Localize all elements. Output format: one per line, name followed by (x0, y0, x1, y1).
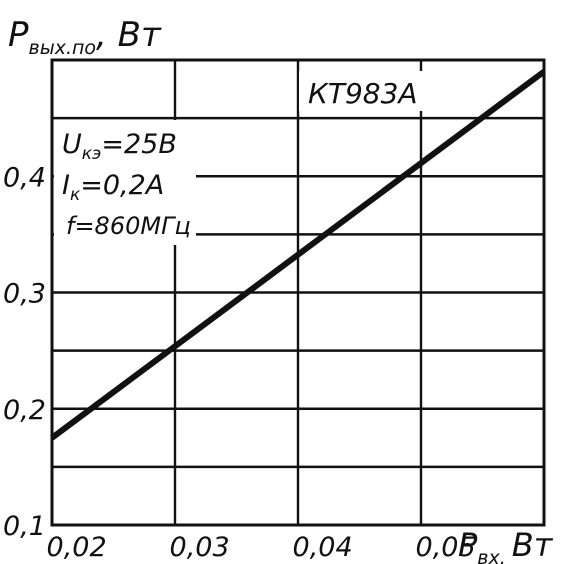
y-tick-label: 0,4 (3, 162, 46, 193)
device-label: КТ983А (308, 77, 418, 110)
plot-frame (50, 58, 546, 527)
series-layer (50, 69, 546, 441)
x-tick-label: 0,02 (47, 532, 107, 563)
device-label-bg (299, 71, 427, 111)
y-tick-label: 0,3 (3, 279, 46, 310)
x-tick-label: 0,03 (170, 532, 230, 563)
x-axis-title: Pвх. Вт (458, 526, 554, 564)
condition-collector-voltage: Uкэ=25В (62, 129, 177, 164)
y-tick-label: 0,2 (3, 395, 46, 426)
conditions-bg (54, 120, 196, 245)
series-line-0 (50, 69, 546, 441)
tick-labels: 0,02 0,03 0,04 0,05 0,1 0,2 0,3 0,4 (3, 162, 476, 563)
condition-collector-current: Iк=0,2А (62, 170, 164, 205)
condition-frequency: f=860МГц (66, 212, 191, 240)
y-tick-label: 0,1 (3, 511, 46, 542)
x-tick-label: 0,04 (293, 532, 353, 563)
y-axis-title: Pвых.по, Вт (8, 15, 162, 59)
x-tick-label: 0,05 (416, 532, 476, 563)
